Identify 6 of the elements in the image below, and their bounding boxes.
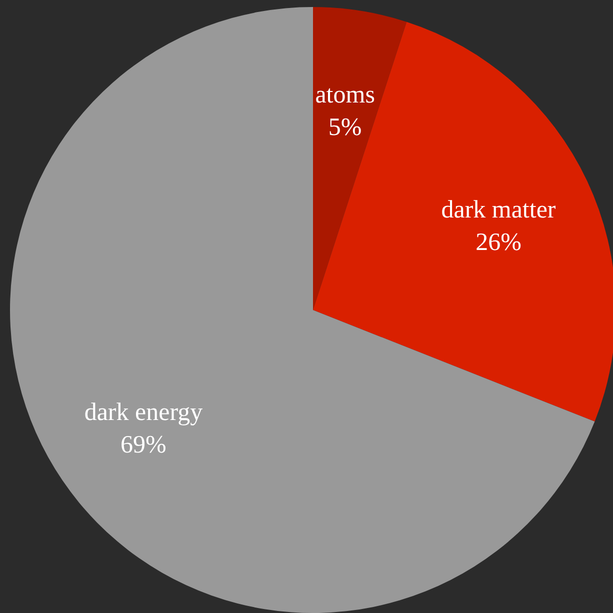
slice-label: dark energy (84, 399, 204, 426)
data-label: 69% (120, 432, 166, 459)
data-label: 5% (328, 114, 362, 142)
slice-label: dark matter (441, 196, 556, 224)
slice-label: atoms (315, 82, 375, 109)
data-label: 26% (476, 229, 522, 256)
